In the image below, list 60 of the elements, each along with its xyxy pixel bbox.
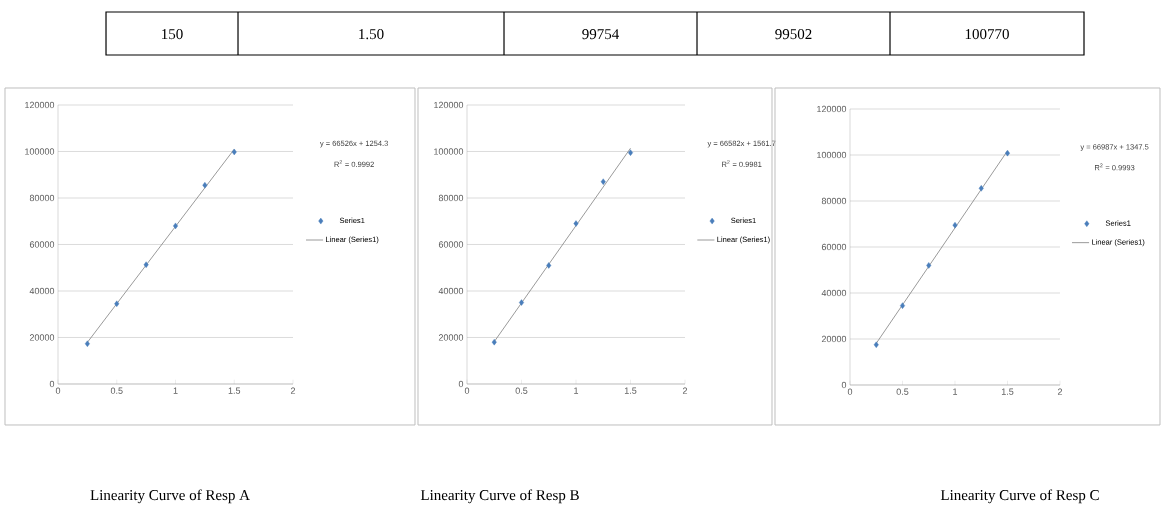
text: Linearity Curve of Resp A — [90, 489, 250, 504]
x-tick-label: 0.5 — [110, 387, 123, 394]
point — [143, 261, 149, 268]
point — [231, 148, 237, 156]
x-tick-label: 1 — [953, 388, 958, 395]
point — [978, 185, 984, 192]
y-tick-label: 120000 — [434, 101, 464, 109]
y-tick-label: 20000 — [29, 334, 55, 341]
y-tick-label: 60000 — [29, 241, 55, 248]
x-tick-label: 0 — [847, 388, 853, 395]
x-tick-label: 0.5 — [515, 387, 528, 394]
x-tick-label: 0 — [55, 387, 61, 394]
point — [202, 182, 208, 189]
y-tick-label: 0 — [841, 381, 847, 389]
text: 100770 — [965, 29, 1009, 40]
x-tick-label: 1 — [173, 387, 178, 394]
point — [491, 338, 497, 346]
text: Linearity Curve of Resp B — [420, 489, 579, 504]
y-tick-label: 80000 — [821, 197, 847, 205]
y-tick-label: 0 — [458, 380, 464, 388]
point — [546, 262, 552, 269]
y-tick-label: 40000 — [29, 287, 55, 295]
y-tick-label: 80000 — [29, 194, 55, 202]
y-tick-label: 60000 — [438, 241, 464, 248]
y-tick-label: 100000 — [434, 148, 464, 155]
point — [84, 340, 90, 347]
text: 99754 — [582, 29, 620, 40]
point — [926, 262, 932, 269]
point — [873, 341, 879, 348]
y-tick-label: 100000 — [817, 151, 847, 159]
x-tick-label: 1.5 — [624, 387, 637, 394]
y-tick-label: 120000 — [25, 101, 55, 109]
x-tick-label: 1.5 — [1001, 388, 1014, 395]
point — [519, 299, 524, 306]
x-tick-label: 1 — [574, 387, 579, 394]
text: 99502 — [775, 29, 812, 40]
y-tick-label: 60000 — [821, 243, 847, 251]
x-tick-label: 2 — [290, 387, 296, 394]
point — [952, 221, 958, 229]
point — [573, 220, 579, 227]
x-tick-label: 0.5 — [896, 388, 909, 395]
y-tick-label: 120000 — [817, 105, 847, 113]
point — [900, 302, 905, 309]
point — [628, 149, 633, 156]
point — [600, 178, 606, 185]
y-tick-label: 20000 — [821, 335, 847, 343]
point — [114, 300, 120, 307]
text: 150 — [162, 29, 183, 40]
x-tick-label: 2 — [1057, 388, 1063, 395]
y-tick-label: 40000 — [438, 287, 464, 295]
text: Linearity Curve of Resp C — [940, 489, 1099, 504]
y-tick-label: 20000 — [438, 334, 464, 341]
y-tick-label: 40000 — [821, 289, 847, 297]
text: 1.50 — [359, 29, 384, 40]
x-tick-label: 0 — [464, 387, 470, 394]
x-tick-label: 2 — [682, 387, 688, 394]
y-tick-label: 80000 — [438, 194, 464, 202]
x-tick-label: 1.5 — [228, 387, 241, 394]
y-tick-label: 100000 — [25, 148, 55, 155]
y-tick-label: 0 — [49, 380, 55, 388]
